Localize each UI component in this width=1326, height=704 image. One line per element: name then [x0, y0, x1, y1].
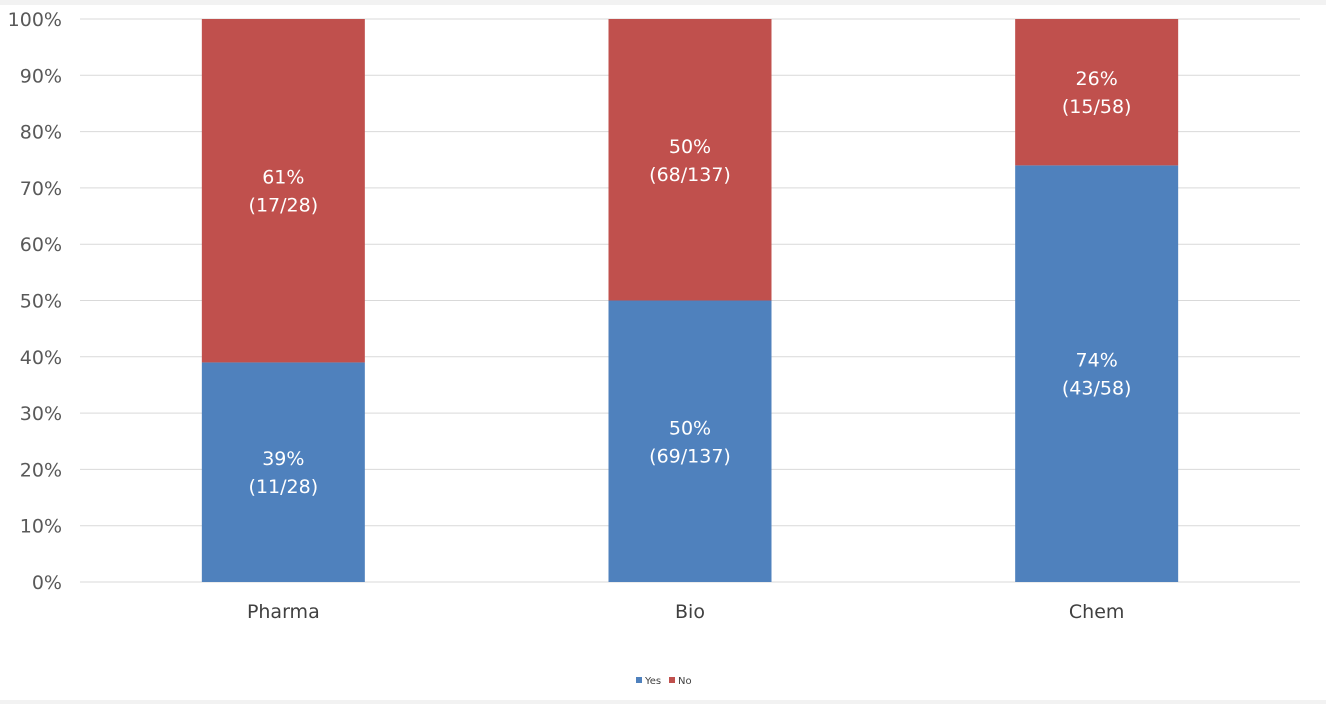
legend: Yes No — [636, 676, 692, 687]
bar-no-chem — [1015, 19, 1179, 166]
legend-label-yes: Yes — [644, 676, 661, 687]
data-label: 74% — [1076, 350, 1118, 372]
y-tick-label: 100% — [8, 9, 62, 31]
x-axis-category-labels: Pharma Bio Chem — [247, 601, 1124, 623]
y-tick-label: 50% — [20, 291, 62, 313]
y-tick-label: 60% — [20, 234, 62, 256]
legend-label-no: No — [678, 676, 692, 687]
data-label: 50% — [669, 136, 711, 158]
bars — [201, 19, 1179, 582]
bar-yes-bio — [608, 300, 772, 582]
y-axis-tick-labels: 0% 10% 20% 30% 40% 50% 60% 70% 80% 90% 100% — [8, 9, 62, 594]
y-tick-label: 80% — [20, 122, 62, 144]
y-tick-label: 30% — [20, 403, 62, 425]
bar-no-bio — [608, 19, 772, 301]
data-label: 26% — [1076, 68, 1118, 90]
legend-swatch-no — [669, 677, 675, 683]
y-tick-label: 20% — [20, 459, 62, 481]
data-label: (43/58) — [1062, 378, 1132, 400]
y-tick-label: 90% — [20, 65, 62, 87]
y-tick-label: 0% — [32, 572, 62, 594]
bar-yes-pharma — [201, 362, 365, 582]
data-label: 50% — [669, 417, 711, 439]
data-label: (15/58) — [1062, 96, 1132, 118]
data-label: (11/28) — [249, 476, 319, 498]
chart-area: 0% 10% 20% 30% 40% 50% 60% 70% 80% 90% 100% 39% (11… — [0, 5, 1326, 700]
bar-yes-chem — [1015, 165, 1179, 582]
stacked-bar-chart: 0% 10% 20% 30% 40% 50% 60% 70% 80% 90% 100% 39% (11… — [8, 9, 1300, 687]
data-label: 61% — [262, 167, 304, 189]
data-label: 39% — [262, 448, 304, 470]
legend-swatch-yes — [636, 677, 642, 683]
y-tick-label: 70% — [20, 178, 62, 200]
data-labels: 39% (11/28) 61% (17/28) 50% (69/137) 50% (68/13… — [249, 68, 1132, 498]
data-label: (17/28) — [249, 195, 319, 217]
y-tick-label: 10% — [20, 516, 62, 538]
category-label: Bio — [675, 601, 705, 623]
y-tick-label: 40% — [20, 347, 62, 369]
data-label: (68/137) — [649, 164, 731, 186]
data-label: (69/137) — [649, 445, 731, 467]
bar-no-pharma — [201, 19, 365, 363]
category-label: Chem — [1069, 601, 1125, 623]
category-label: Pharma — [247, 601, 320, 623]
